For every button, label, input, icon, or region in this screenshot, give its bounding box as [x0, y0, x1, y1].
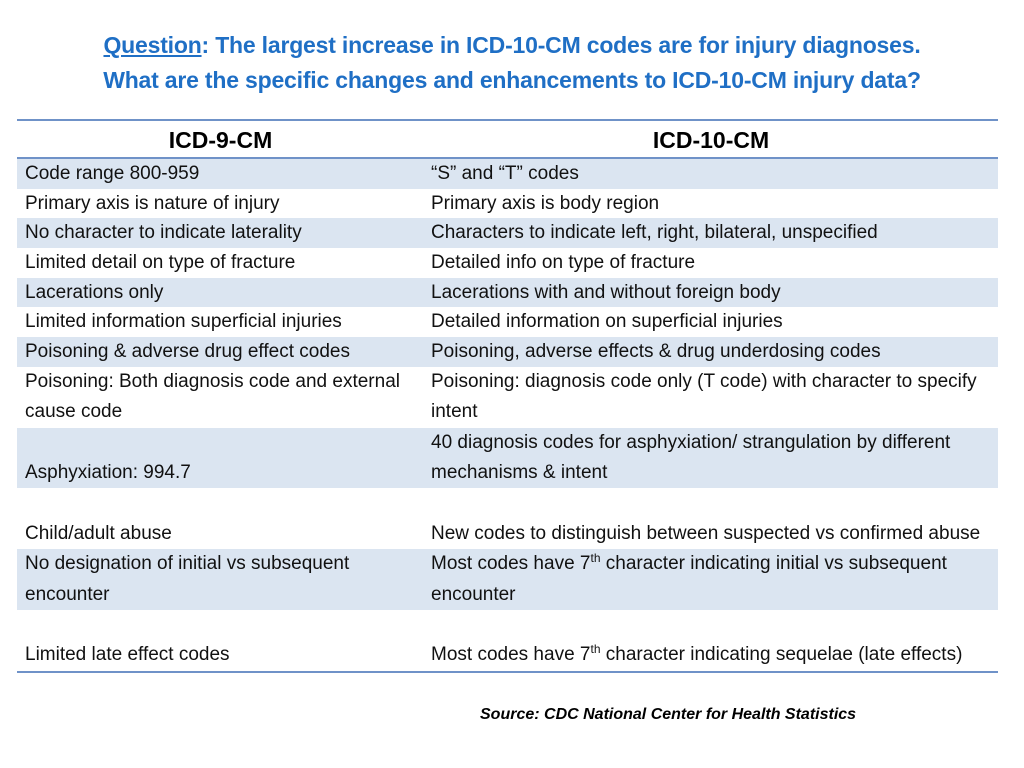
icd10-cell: Most codes have 7th character indicating…: [424, 640, 998, 670]
comparison-table: ICD-9-CM ICD-10-CM Code range 800-959 “S”…: [17, 119, 998, 673]
icd10-cell: Characters to indicate left, right, bila…: [431, 222, 878, 244]
table-row: Limited detail on type of fracture Detail…: [17, 248, 998, 278]
title-line-1: Question: The largest increase in ICD-10…: [0, 28, 1024, 63]
icd9-cell: Limited information superficial injuries: [25, 311, 342, 333]
question-label: Question: [103, 32, 202, 58]
icd9-cell: No character to indicate laterality: [25, 222, 302, 244]
title-line-1-text: : The largest increase in ICD-10-CM code…: [201, 32, 921, 58]
table-header: ICD-9-CM ICD-10-CM: [17, 121, 998, 159]
ordinal-superscript: th: [590, 642, 601, 657]
icd10-text: character indicating initial vs subseque…: [431, 553, 947, 605]
header-icd9: ICD-9-CM: [168, 127, 273, 153]
icd10-cell: Primary axis is body region: [431, 192, 660, 214]
table-row: Limited late effect codes Most codes have…: [17, 610, 998, 671]
icd10-cell: 40 diagnosis codes for asphyxiation/ str…: [431, 431, 951, 483]
icd9-cell: No designation of initial vs subsequent …: [25, 553, 350, 605]
ordinal-superscript: th: [590, 551, 601, 566]
table-row: No designation of initial vs subsequent …: [17, 549, 998, 610]
icd9-cell: Limited detail on type of fracture: [25, 252, 296, 274]
icd10-text: Most codes have 7: [431, 553, 591, 575]
icd10-cell: Most codes have 7th character indicating…: [424, 549, 998, 610]
table-row: Poisoning: Both diagnosis code and exter…: [17, 367, 998, 428]
icd10-cell: Poisoning, adverse effects & drug underd…: [431, 341, 881, 363]
icd10-cell: New codes to distinguish between suspect…: [431, 522, 981, 544]
icd9-cell: Code range 800-959: [25, 163, 200, 184]
icd10-cell: “S” and “T” codes: [431, 163, 579, 184]
icd10-cell: Lacerations with and without foreign bod…: [431, 281, 781, 303]
table-row: No character to indicate laterality Chara…: [17, 218, 998, 249]
source-citation: Source: CDC National Center for Health S…: [480, 706, 857, 723]
icd9-cell: Child/adult abuse: [25, 522, 172, 544]
table-row: Limited information superficial injuries…: [17, 307, 998, 337]
slide-title: Question: The largest increase in ICD-10…: [0, 28, 1024, 98]
table-row: Lacerations only Lacerations with and wit…: [17, 277, 998, 308]
icd9-cell: Poisoning & adverse drug effect codes: [25, 341, 350, 363]
icd10-text: Most codes have 7: [431, 644, 591, 666]
title-line-2: What are the specific changes and enhanc…: [103, 67, 921, 93]
icd9-cell: Primary axis is nature of injury: [25, 192, 280, 214]
icd10-text: character indicating sequelae (late effe…: [600, 644, 963, 666]
icd9-cell: Poisoning: Both diagnosis code and exter…: [25, 370, 400, 423]
icd9-cell: Asphyxiation: 994.7: [25, 462, 191, 483]
table-row: Child/adult abuse New codes to distinguis…: [17, 488, 998, 549]
table-row: Code range 800-959 “S” and “T” codes: [17, 159, 998, 189]
table-row: Poisoning & adverse drug effect codes Poi…: [17, 337, 998, 367]
header-icd10: ICD-10-CM: [652, 127, 770, 153]
table-row: Primary axis is nature of injury Primary …: [17, 189, 998, 219]
icd10-cell: Detailed info on type of fracture: [431, 252, 696, 274]
table-row: Asphyxiation: 994.7 40 diagnosis codes fo…: [17, 427, 998, 489]
icd9-cell: Lacerations only: [25, 281, 164, 303]
icd9-cell: Limited late effect codes: [25, 644, 230, 666]
icd10-cell: Poisoning: diagnosis code only (T code) …: [431, 370, 977, 423]
icd10-cell: Detailed information on superficial inju…: [431, 311, 783, 333]
